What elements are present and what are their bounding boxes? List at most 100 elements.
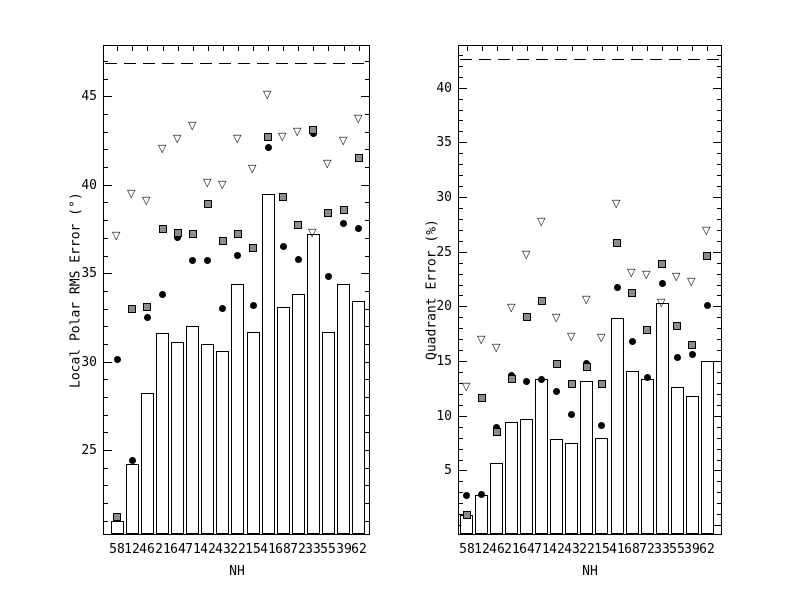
y-tick-label: 20 <box>436 299 452 314</box>
x-tick-label: 21 <box>155 542 171 557</box>
y-axis-tick <box>459 99 463 100</box>
square-marker <box>658 260 666 268</box>
dashed-reference-line <box>460 59 720 60</box>
bar <box>701 361 714 534</box>
y-axis-tick <box>717 427 721 428</box>
square-marker <box>628 289 636 297</box>
y-axis-tick <box>365 468 369 469</box>
y-axis-tick <box>717 77 721 78</box>
x-axis-tick <box>178 46 179 51</box>
bar <box>337 284 350 534</box>
bar <box>216 351 229 534</box>
x-axis-tick <box>193 46 194 51</box>
bar <box>141 393 154 534</box>
y-tick-label: 10 <box>436 409 452 424</box>
bar <box>292 294 305 534</box>
y-axis-tick <box>104 503 108 504</box>
bar <box>565 443 578 534</box>
y-axis-tick <box>361 273 369 274</box>
x-axis-tick <box>572 46 573 51</box>
x-tick-label: 12 <box>124 542 140 557</box>
x-tick-label: 15 <box>594 542 610 557</box>
x-axis-tick <box>117 46 118 51</box>
y-axis-tick <box>104 273 112 274</box>
y-axis-tick <box>459 241 463 242</box>
triangle-down-icon: ▽ <box>657 296 666 309</box>
bar <box>671 387 684 534</box>
y-axis-tick <box>365 61 369 62</box>
x-axis-tick <box>132 46 133 51</box>
x-tick-label: 68 <box>624 542 640 557</box>
bar <box>656 303 669 534</box>
y-axis-tick <box>459 164 463 165</box>
x-axis-tick <box>163 46 164 51</box>
x-tick-label: 55 <box>320 542 336 557</box>
x-tick-label: 43 <box>215 542 231 557</box>
y-axis-tick <box>459 88 467 89</box>
y-axis-tick <box>104 362 112 363</box>
y-axis-tick <box>713 197 721 198</box>
y-axis-tick <box>365 309 369 310</box>
square-marker <box>553 360 561 368</box>
y-axis-tick <box>459 449 463 450</box>
y-axis-tick <box>459 186 463 187</box>
x-axis-tick <box>557 46 558 51</box>
y-axis-tick <box>717 438 721 439</box>
bar <box>686 396 699 534</box>
y-axis-tick <box>713 416 721 417</box>
y-axis-tick <box>717 230 721 231</box>
y-axis-tick <box>365 379 369 380</box>
x-tick-label: 22 <box>579 542 595 557</box>
y-tick-label: 30 <box>436 190 452 205</box>
x-axis-tick <box>283 46 284 51</box>
triangle-down-icon: ▽ <box>522 248 531 261</box>
y-axis-tick <box>717 503 721 504</box>
circle-marker <box>493 424 500 431</box>
x-axis-tick <box>677 46 678 51</box>
x-axis-tick <box>328 46 329 51</box>
y-axis-tick <box>459 131 463 132</box>
triangle-down-icon: ▽ <box>702 224 711 237</box>
square-marker <box>324 209 332 217</box>
square-marker <box>478 394 486 402</box>
y-axis-tick <box>717 120 721 121</box>
dashed-reference-line <box>105 63 368 64</box>
triangle-down-icon: ▽ <box>612 197 621 210</box>
triangle-down-icon: ▽ <box>687 275 696 288</box>
x-tick-label: 39 <box>684 542 700 557</box>
x-tick-label: 22 <box>230 542 246 557</box>
y-tick-label: 35 <box>81 266 97 281</box>
y-axis-tick <box>104 167 108 168</box>
y-axis-tick <box>459 427 463 428</box>
y-axis-tick <box>361 362 369 363</box>
triangle-down-icon: ▽ <box>248 162 257 175</box>
y-axis-tick <box>104 149 108 150</box>
y-axis-tick <box>713 525 721 526</box>
x-tick-label: 21 <box>504 542 520 557</box>
y-axis-tick <box>104 256 108 257</box>
y-axis-tick <box>104 114 108 115</box>
y-tick-label: 25 <box>436 245 452 260</box>
y-axis-tick <box>104 220 108 221</box>
circle-marker <box>250 302 257 309</box>
y-axis-tick <box>717 208 721 209</box>
bar <box>186 326 199 534</box>
y-axis-tick <box>717 274 721 275</box>
x-axis-tick <box>662 46 663 51</box>
bar <box>156 333 169 534</box>
triangle-down-icon: ▽ <box>627 266 636 279</box>
y-axis-tick <box>717 285 721 286</box>
y-axis-tick <box>717 492 721 493</box>
y-axis-tick <box>104 415 108 416</box>
y-axis-tick <box>459 460 463 461</box>
y-axis-tick <box>459 394 463 395</box>
square-marker <box>159 225 167 233</box>
circle-marker <box>265 144 272 151</box>
x-tick-label: 72 <box>290 542 306 557</box>
y-axis-tick <box>459 175 463 176</box>
y-tick-label: 30 <box>81 355 97 370</box>
y-tick-label: 25 <box>81 443 97 458</box>
circle-marker <box>598 422 605 429</box>
y-axis-tick <box>459 481 463 482</box>
y-axis-tick <box>365 132 369 133</box>
